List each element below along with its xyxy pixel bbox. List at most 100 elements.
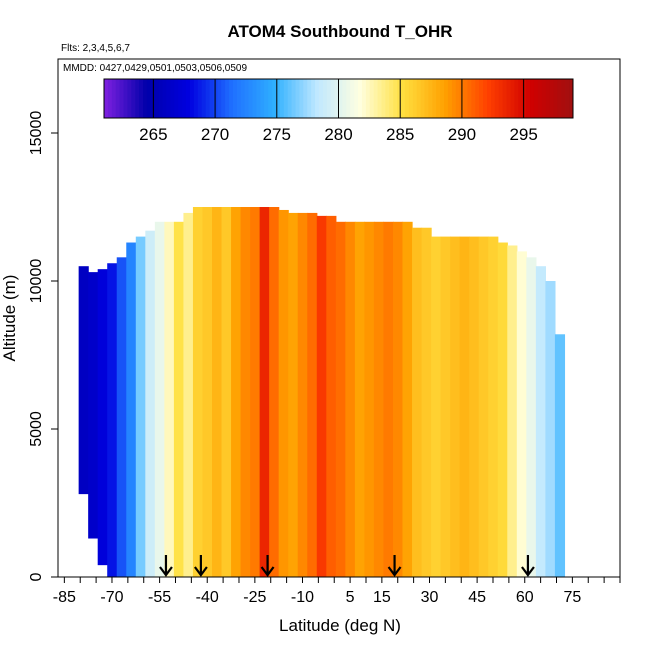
colorbar-segment: [221, 79, 226, 118]
colorbar-segment: [455, 79, 461, 118]
colorbar-segment: [537, 79, 543, 118]
colorbar-segment: [197, 79, 203, 118]
heatmap-column: [250, 207, 261, 577]
colorbar-segment: [451, 79, 457, 118]
colorbar-segment: [115, 79, 121, 118]
colorbar-segment: [397, 79, 402, 118]
colorbar-segment: [385, 79, 390, 118]
heatmap-column: [88, 272, 99, 539]
heatmap-column: [526, 257, 537, 577]
colorbar-segment: [186, 79, 191, 118]
chart-title: ATOM4 Southbound T_OHR: [227, 22, 452, 41]
heatmap-column: [431, 236, 442, 577]
heatmap-column: [173, 221, 185, 578]
heatmap-column: [240, 207, 251, 577]
colorbar-segment: [283, 79, 289, 118]
colorbar-tick-label: 280: [324, 125, 352, 144]
colorbar-segment: [361, 79, 367, 118]
colorbar-segment: [358, 79, 363, 118]
heatmap-column: [259, 207, 270, 577]
y-tick-label: 0: [28, 572, 45, 581]
x-axis-label: Latitude (deg N): [279, 616, 401, 635]
heatmap-column: [316, 215, 327, 577]
colorbar-segment: [522, 79, 527, 118]
colorbar: 265 270 275 280 285 290 295: [103, 78, 574, 144]
colorbar-segment: [275, 79, 281, 118]
colorbar-segment: [166, 79, 171, 118]
heatmap-column: [392, 221, 404, 578]
colorbar-segment: [162, 79, 168, 118]
colorbar-segment: [287, 79, 293, 118]
colorbar-segment: [201, 79, 207, 118]
colorbar-segment: [170, 79, 175, 118]
heatmap-column: [354, 221, 366, 578]
heatmap-column: [459, 236, 470, 577]
colorbar-segment: [412, 79, 418, 118]
heatmap-column: [488, 236, 499, 577]
colorbar-segment: [119, 79, 125, 118]
colorbar-segment: [440, 79, 445, 118]
heatmap-column: [516, 251, 527, 577]
colorbar-segment: [295, 79, 300, 118]
colorbar-segment: [189, 79, 195, 118]
heatmap-column: [297, 212, 308, 578]
colorbar-tick-label: 290: [448, 125, 476, 144]
colorbar-segment: [557, 79, 562, 118]
x-tick-label: -85: [53, 589, 76, 606]
heatmap-column: [326, 215, 337, 577]
colorbar-segment: [530, 79, 535, 118]
colorbar-segment: [377, 79, 382, 118]
colorbar-segment: [428, 79, 433, 118]
colorbar-segment: [389, 79, 394, 118]
colorbar-segment: [393, 79, 398, 118]
heatmap-column: [554, 334, 566, 577]
flight-arrow: [260, 555, 275, 577]
x-tick-label: -10: [291, 589, 314, 606]
colorbar-segment: [561, 79, 566, 118]
heatmap-column: [221, 207, 232, 577]
colorbar-segment: [526, 79, 531, 118]
colorbar-segment: [506, 79, 511, 118]
colorbar-segment: [252, 79, 257, 118]
colorbar-segment: [217, 79, 222, 118]
colorbar-segment: [264, 79, 269, 118]
heatmap-column: [97, 269, 108, 566]
colorbar-segment: [205, 79, 211, 118]
colorbar-segment: [107, 79, 113, 118]
colorbar-segment: [268, 79, 273, 118]
colorbar-segment: [291, 79, 297, 118]
x-tick-label: 15: [373, 589, 391, 606]
colorbar-segment: [436, 79, 441, 118]
colorbar-segment: [565, 79, 570, 118]
colorbar-segment: [307, 79, 312, 118]
colorbar-segment: [178, 79, 183, 118]
heatmap-column: [78, 266, 89, 495]
heatmap-column: [116, 257, 127, 577]
x-tick-label: -55: [148, 589, 171, 606]
heatmap-column: [345, 221, 356, 578]
colorbar-segment: [193, 79, 199, 118]
colorbar-segment: [272, 79, 277, 118]
colorbar-segment: [432, 79, 437, 118]
heatmap-column: [135, 236, 146, 577]
colorbar-segment: [404, 79, 410, 118]
colorbar-segment: [373, 79, 379, 118]
colorbar-segment: [322, 79, 328, 118]
heatmap-column: [402, 221, 413, 578]
colorbar-segment: [408, 79, 414, 118]
colorbar-segment: [225, 79, 230, 118]
colorbar-segment: [256, 79, 261, 118]
heatmap-column: [278, 209, 289, 577]
colorbar-segment: [139, 79, 144, 118]
x-tick-label: 5: [346, 589, 355, 606]
y-axis-label: Altitude (m): [0, 275, 19, 362]
heatmap-column: [154, 221, 165, 578]
colorbar-tick-label: 265: [139, 125, 167, 144]
colorbar-segment: [330, 79, 336, 118]
colorbar-segment: [342, 79, 347, 118]
colorbar-segment: [334, 79, 339, 118]
colorbar-segment: [533, 79, 539, 118]
colorbar-segment: [303, 79, 308, 118]
colorbar-segment: [420, 79, 425, 118]
